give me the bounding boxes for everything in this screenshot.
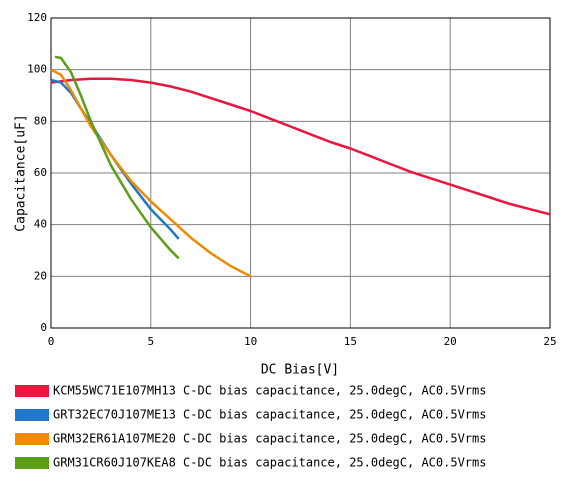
x-tick-label: 10 bbox=[244, 335, 257, 348]
legend-swatch bbox=[15, 457, 49, 469]
legend-swatch bbox=[15, 385, 49, 397]
series-line bbox=[50, 68, 252, 278]
x-tick-label: 25 bbox=[543, 335, 556, 348]
legend-swatch bbox=[15, 433, 49, 445]
legend-text: GRM32ER61A107ME20 C-DC bias capacitance,… bbox=[53, 432, 486, 446]
y-tick-label: 60 bbox=[34, 166, 47, 179]
plot-frame bbox=[50, 17, 551, 329]
y-tick-label: 40 bbox=[34, 218, 47, 231]
y-tick-label: 20 bbox=[34, 269, 47, 282]
x-tick-label: 15 bbox=[344, 335, 357, 348]
legend-text: GRT32EC70J107ME13 C-DC bias capacitance,… bbox=[53, 408, 486, 422]
x-tick-label: 5 bbox=[147, 335, 154, 348]
x-axis-title: DC Bias[V] bbox=[261, 363, 339, 378]
series-line bbox=[50, 77, 551, 216]
y-tick-label: 120 bbox=[27, 11, 47, 24]
series-line bbox=[54, 55, 180, 260]
legend-swatch bbox=[15, 409, 49, 421]
y-tick-label: 80 bbox=[34, 114, 47, 127]
y-tick-label: 100 bbox=[27, 63, 47, 76]
x-tick-label: 0 bbox=[48, 335, 55, 348]
y-axis-title: Capacitance[uF] bbox=[14, 114, 29, 231]
x-tick-label: 20 bbox=[444, 335, 457, 348]
y-tick-label: 0 bbox=[40, 321, 47, 334]
legend-text: GRM31CR60J107KEA8 C-DC bias capacitance,… bbox=[53, 456, 486, 470]
legend-text: KCM55WC71E107MH13 C-DC bias capacitance,… bbox=[53, 384, 486, 398]
